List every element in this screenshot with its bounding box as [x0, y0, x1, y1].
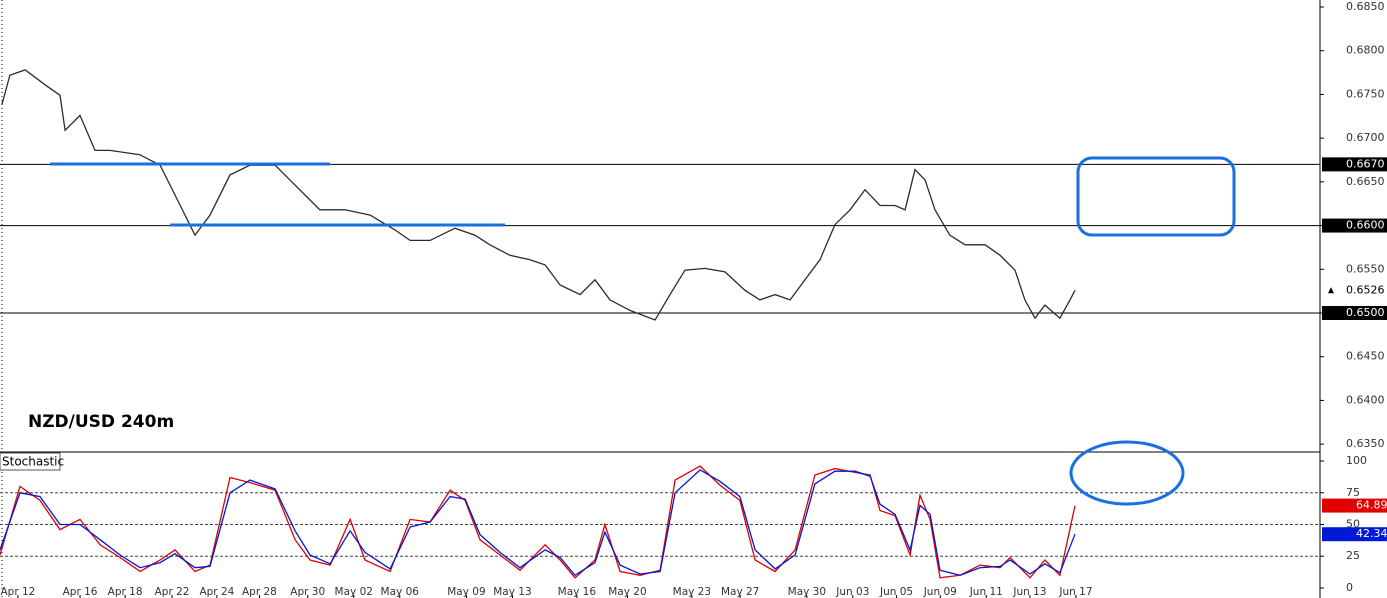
- y-tick-label: 0.6700: [1346, 131, 1385, 144]
- y-tick-label: 0.6800: [1346, 44, 1385, 57]
- x-tick-label: May 02: [335, 586, 373, 598]
- x-tick-label: Jun 11: [969, 586, 1003, 598]
- series-line: [0, 469, 1076, 577]
- x-tick-label: May 16: [558, 586, 597, 598]
- x-tick-label: May 20: [608, 586, 646, 598]
- chart-title: NZD/USD 240m: [28, 412, 174, 432]
- level-label-box: [1322, 157, 1387, 172]
- drawings: [50, 156, 1236, 506]
- series-line: [1, 69, 1076, 321]
- x-tick-label: Jun 05: [879, 586, 913, 598]
- y-tick-label: 0.6750: [1346, 87, 1385, 100]
- indicator-title: Stochastic: [2, 455, 64, 469]
- level-label-box: [1322, 305, 1387, 320]
- x-tick-label: Apr 22: [155, 586, 190, 598]
- x-tick-label: Apr 12: [1, 586, 36, 598]
- y-tick-label: 0.6350: [1346, 437, 1385, 450]
- x-tick-label: Jun 17: [1058, 586, 1092, 598]
- y-tick-label: 0.6550: [1346, 262, 1385, 275]
- x-tick-label: May 13: [493, 586, 531, 598]
- x-tick-label: Apr 16: [63, 586, 98, 598]
- x-tick-label: Jun 09: [923, 586, 957, 598]
- value-label-box: [1322, 498, 1387, 513]
- x-tick-label: May 23: [673, 586, 711, 598]
- y-tick-label: 25: [1346, 549, 1360, 562]
- value-label: 64.89: [1356, 499, 1387, 512]
- level-label: 0.6500: [1346, 306, 1385, 319]
- x-tick-label: May 30: [788, 586, 826, 598]
- y-tick-label: 0: [1346, 581, 1353, 594]
- x-tick-label: Jun 13: [1012, 586, 1046, 598]
- value-label: 42.34: [1356, 527, 1387, 540]
- level-label: 0.6670: [1346, 157, 1385, 170]
- last-price-label: 0.6526: [1346, 283, 1385, 296]
- y-tick-label: 100: [1346, 454, 1367, 467]
- x-tick-label: May 09: [447, 586, 485, 598]
- x-tick-label: Apr 24: [199, 586, 234, 598]
- x-tick-label: Apr 30: [290, 586, 325, 598]
- series-line: [0, 465, 1076, 579]
- x-tick-label: May 27: [721, 586, 759, 598]
- y-tick-label: 0.6400: [1346, 393, 1385, 406]
- x-tick-label: May 06: [381, 586, 420, 598]
- y-tick-label: 0.6450: [1346, 350, 1385, 363]
- indicator-box: [0, 452, 61, 471]
- y-tick-label: 0.6850: [1346, 0, 1385, 13]
- x-tick-label: Jun 03: [835, 586, 869, 598]
- y-tick-label: 75: [1346, 486, 1360, 499]
- x-tick-label: Apr 28: [242, 586, 277, 598]
- highlight-box: [1076, 156, 1236, 237]
- y-tick-label: 0.6650: [1346, 175, 1385, 188]
- level-label-box: [1322, 218, 1387, 233]
- value-label-box: [1322, 527, 1387, 542]
- last-price-marker: [1328, 287, 1334, 294]
- level-label: 0.6600: [1346, 219, 1385, 232]
- x-tick-label: Apr 18: [108, 586, 143, 598]
- highlight-ellipse: [1069, 440, 1185, 506]
